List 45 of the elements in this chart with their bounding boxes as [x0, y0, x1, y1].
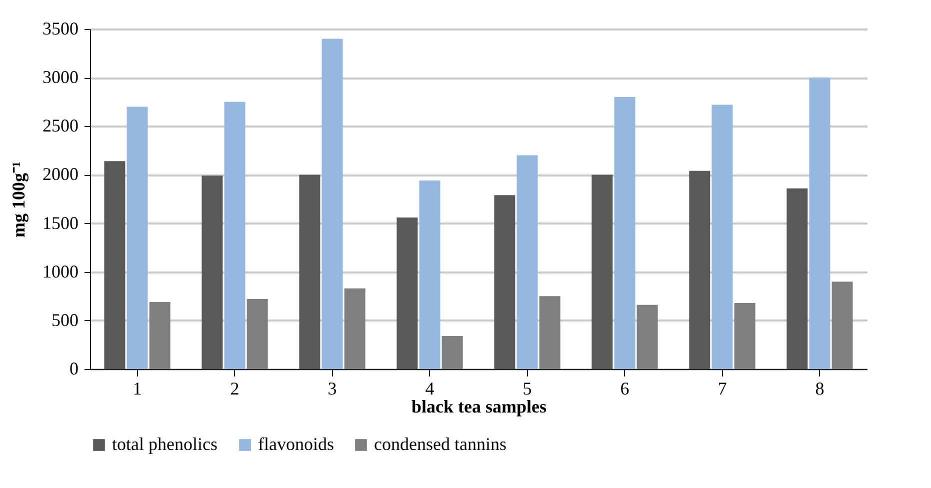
y-tick-label: 3000 [42, 67, 78, 88]
bar [809, 78, 830, 369]
bar [636, 304, 658, 369]
bar [832, 282, 853, 369]
x-tick-label: 8 [815, 378, 824, 398]
legend-label: flavonoids [258, 434, 334, 454]
y-tick-label: 2500 [42, 116, 78, 136]
bar [246, 299, 268, 369]
bar [299, 174, 320, 369]
bar [224, 102, 246, 369]
x-tick-label: 2 [230, 378, 240, 398]
bar [689, 170, 710, 369]
bar [344, 288, 366, 369]
y-axis-title: mg 100g⁻¹ [8, 162, 28, 238]
y-tick-label: 1000 [42, 261, 78, 282]
x-tick-label: 3 [328, 378, 337, 398]
legend-label: total phenolics [112, 434, 218, 454]
x-tick-label: 6 [620, 378, 630, 398]
bar [539, 296, 560, 369]
bar [149, 302, 170, 369]
bar [494, 195, 516, 369]
bar [712, 104, 733, 369]
x-axis-title: black tea samples [412, 396, 546, 416]
y-tick-label: 1500 [42, 212, 78, 233]
bar [786, 188, 808, 369]
x-tick-label: 1 [132, 378, 142, 398]
bar [202, 176, 223, 369]
legend-label: condensed tannins [374, 434, 506, 454]
x-tick-label: 7 [718, 378, 727, 398]
y-tick-label: 500 [52, 310, 78, 330]
bar [419, 180, 440, 369]
x-tick-label: 4 [425, 378, 434, 398]
y-tick-label: 3500 [42, 18, 78, 38]
y-tick-label: 2000 [42, 164, 78, 184]
bar [442, 336, 463, 369]
bar [734, 302, 756, 369]
bar [104, 161, 126, 369]
bar [126, 106, 148, 369]
bar [396, 217, 418, 369]
bar [614, 97, 636, 369]
y-tick-label: 0 [70, 358, 78, 378]
bar [516, 155, 538, 369]
bar [592, 174, 613, 369]
bar [322, 38, 343, 369]
x-tick-label: 5 [522, 378, 532, 398]
